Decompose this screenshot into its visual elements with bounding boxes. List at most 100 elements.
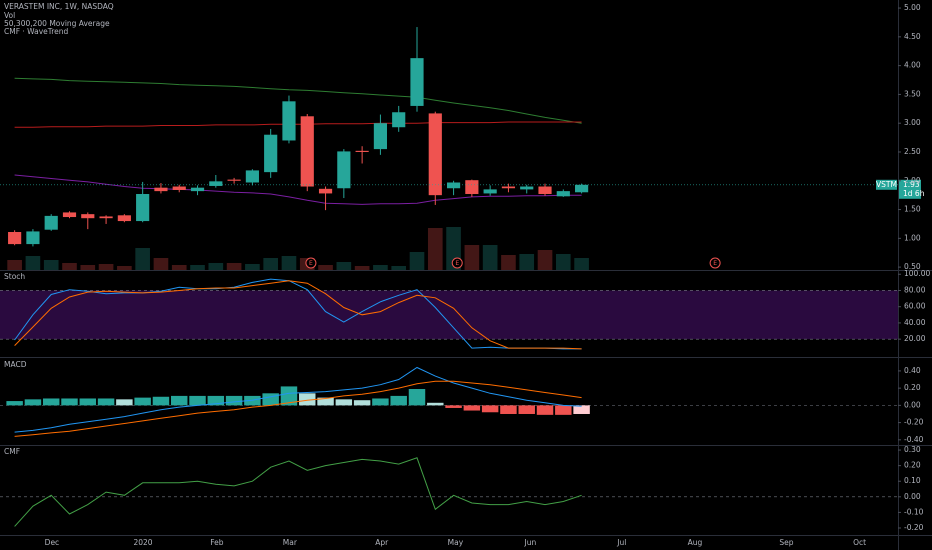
candle-body <box>209 181 223 186</box>
candle-body <box>227 179 241 181</box>
volume-bar <box>226 263 242 270</box>
earnings-marker[interactable] <box>305 257 317 269</box>
price-tag <box>899 179 921 199</box>
y-tick-label: -0.20 <box>904 523 924 532</box>
earnings-label: E <box>309 260 313 267</box>
y-tick-label: 0.40 <box>904 366 921 375</box>
y-tick-label: 0.10 <box>904 476 921 485</box>
y-tick-label: 60.00 <box>904 302 926 311</box>
indicator-label[interactable]: 50,300,200 Moving Average <box>4 19 110 28</box>
histogram-bar <box>299 393 316 406</box>
candle-body <box>245 170 259 183</box>
histogram-bar <box>61 398 78 406</box>
y-tick-label: 3.50 <box>904 89 921 98</box>
histogram-bar <box>24 399 42 406</box>
volume-bar <box>208 263 224 270</box>
earnings-marker[interactable] <box>451 257 463 269</box>
y-tick-label: 3.00 <box>904 118 921 127</box>
histogram-bar <box>427 402 444 406</box>
volume-bar <box>80 265 96 270</box>
volume-bar <box>555 254 571 270</box>
histogram-bar <box>6 401 23 406</box>
volume-bar <box>263 258 278 270</box>
candle-body <box>538 186 552 195</box>
y-tick-label: 0.00 <box>904 400 921 409</box>
y-tick-label: 0.30 <box>904 445 921 454</box>
volume-bar <box>117 266 132 270</box>
candle-body <box>26 231 40 245</box>
histogram-bar <box>408 389 426 406</box>
y-tick-label: 4.50 <box>904 32 921 41</box>
candle-body <box>428 113 442 196</box>
panel-title[interactable]: Stoch <box>4 272 25 281</box>
candle-body <box>117 215 131 222</box>
histogram-bar <box>225 395 243 406</box>
moving-average-line <box>14 174 582 205</box>
candle-body <box>556 191 570 197</box>
volume-bar <box>464 245 480 270</box>
x-tick-label: Jul <box>616 538 626 547</box>
y-tick-label: 100.00 <box>904 269 930 278</box>
x-tick-label: Sep <box>779 538 793 547</box>
y-tick-label: 0.00 <box>904 492 921 501</box>
stoch-band <box>0 290 898 340</box>
volume-bar <box>354 266 370 270</box>
candle-body <box>44 215 58 230</box>
histogram-bar <box>463 405 481 411</box>
symbol-tag <box>876 179 897 190</box>
volume-bar <box>190 265 205 270</box>
volume-bar <box>574 258 589 270</box>
x-tick-label: Mar <box>283 538 298 547</box>
candle-body <box>355 150 369 152</box>
symbol-label: VSTM <box>876 180 897 189</box>
y-tick-label: 0.50 <box>904 262 921 271</box>
chart-title: VERASTEM INC, 1W, NASDAQ <box>4 2 114 11</box>
panel-title[interactable]: CMF <box>4 447 20 456</box>
earnings-label: E <box>455 260 459 267</box>
candle-body <box>154 187 168 192</box>
macd-line <box>14 380 582 437</box>
earnings-marker[interactable] <box>709 257 721 269</box>
indicator-label[interactable]: CMF · WaveTrend <box>4 27 69 36</box>
indicator-label[interactable]: Vol <box>4 11 15 20</box>
histogram-bar <box>372 398 389 406</box>
x-tick-label: Aug <box>688 538 703 547</box>
histogram-bar <box>152 396 170 406</box>
volume-bar <box>171 265 187 270</box>
candle-body <box>8 232 22 245</box>
candle-body <box>300 116 314 187</box>
x-tick-label: May <box>448 538 464 547</box>
histogram-bar <box>536 405 554 415</box>
histogram-bar <box>134 397 151 406</box>
histogram-bar <box>573 405 590 414</box>
x-tick-label: Jun <box>524 538 537 547</box>
histogram-bar <box>317 397 334 406</box>
candle-body <box>392 112 406 128</box>
volume-bar <box>318 265 333 270</box>
candle-body <box>136 194 150 222</box>
y-tick-label: -0.40 <box>904 435 924 444</box>
candle-body <box>62 212 77 218</box>
volume-bar <box>7 260 22 270</box>
moving-average-line <box>14 121 582 128</box>
x-tick-label: Oct <box>853 538 866 547</box>
earnings-label: E <box>713 260 717 267</box>
volume-bar <box>373 265 388 270</box>
y-tick-label: 20.00 <box>904 334 926 343</box>
panel-title[interactable]: MACD <box>4 360 27 369</box>
y-tick-label: 4.00 <box>904 61 921 70</box>
countdown-label: 1d 6h <box>903 189 925 198</box>
volume-bar <box>98 264 114 270</box>
volume-bar <box>519 254 535 270</box>
histogram-bar <box>481 405 499 413</box>
y-tick-label: 80.00 <box>904 285 926 294</box>
moving-average-line <box>14 77 582 124</box>
candle-body <box>282 101 296 141</box>
y-tick-label: 0.20 <box>904 383 921 392</box>
volume-bar <box>501 255 516 270</box>
candle-body <box>446 182 461 189</box>
candle-body <box>465 180 479 195</box>
candle-body <box>172 186 186 190</box>
